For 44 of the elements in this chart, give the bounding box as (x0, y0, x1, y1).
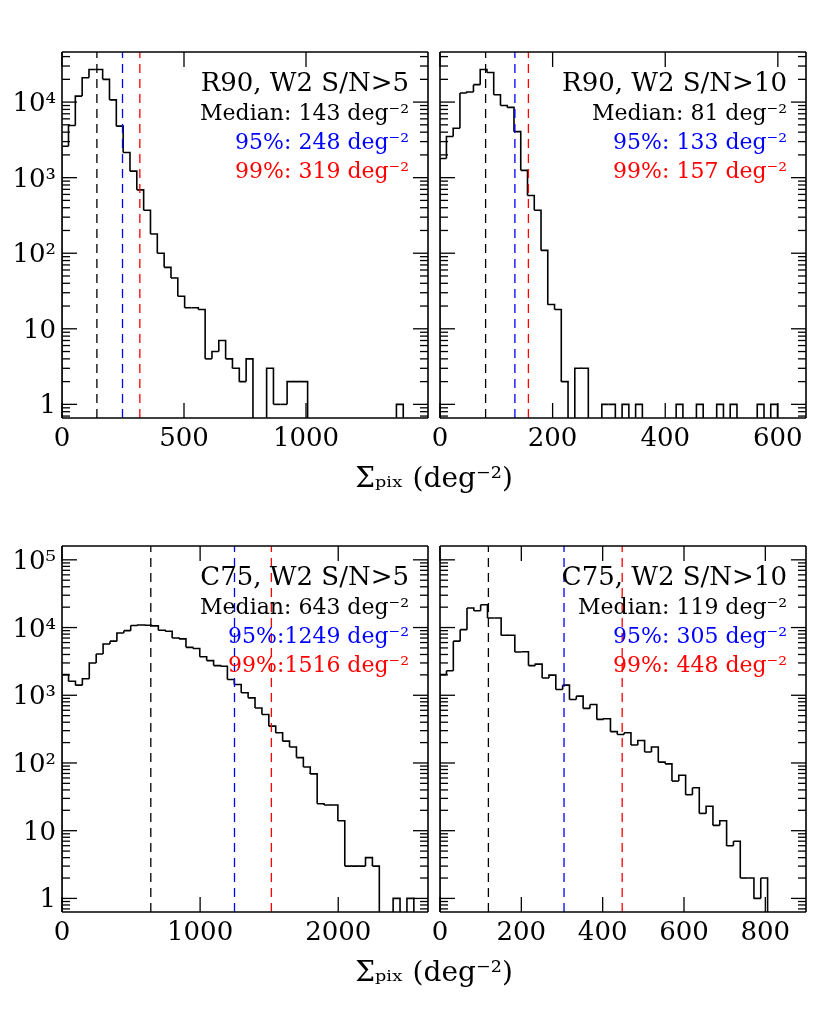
y-tick-label: 10³ (12, 162, 56, 193)
x-tick-label: 1000 (272, 422, 340, 453)
x-tick-label: 1000 (167, 916, 234, 947)
x-tick-label: 400 (577, 916, 628, 947)
x-tick-label: 200 (496, 916, 547, 947)
y-tick-label: 10² (12, 238, 56, 269)
x-tick-label: 600 (753, 422, 803, 453)
y-tick-label: 1 (39, 389, 56, 420)
y-tick-label: 10⁵ (12, 544, 56, 575)
x-axis-title: Σₚᵢₓ (deg⁻²) (355, 460, 513, 496)
ref-line-label: Median: 643 deg⁻² (200, 593, 409, 621)
y-tick-label: 10 (22, 313, 56, 344)
y-tick-label: 1 (39, 883, 56, 914)
x-tick-label: 600 (659, 916, 709, 947)
x-tick-label: 0 (53, 422, 71, 453)
x-tick-label: 2000 (305, 916, 372, 947)
ref-line-label: 99%:1516 deg⁻² (227, 651, 409, 679)
x-tick-label: 200 (527, 422, 578, 453)
ref-line-label: 95%: 305 deg⁻² (612, 622, 787, 650)
text: C75, W2 S/N>5 (200, 560, 409, 592)
x-tick-label: 0 (431, 916, 449, 947)
y-tick-label: 10³ (12, 680, 56, 711)
ref-line-label: 99%: 157 deg⁻² (612, 157, 787, 185)
y-tick-label: 10⁴ (12, 87, 56, 118)
ref-line-label: 99%: 319 deg⁻² (234, 157, 409, 185)
x-tick-label: 800 (740, 916, 791, 947)
ref-line-label: 95%: 133 deg⁻² (612, 128, 787, 156)
ref-line-label: 99%: 448 deg⁻² (612, 651, 787, 679)
text: R90, W2 S/N>10 (562, 66, 787, 98)
x-tick-label: 500 (159, 422, 209, 453)
y-tick-label: 10⁴ (12, 612, 56, 643)
ref-line-label: Median: 119 deg⁻² (577, 593, 787, 621)
text: C75, W2 S/N>10 (561, 560, 787, 592)
y-tick-label: 10 (22, 815, 56, 846)
x-axis-title: Σₚᵢₓ (deg⁻²) (355, 954, 513, 990)
x-tick-label: 0 (53, 916, 71, 947)
x-tick-label: 400 (640, 422, 691, 453)
y-tick-label: 10² (12, 747, 56, 778)
ref-line-label: 95%:1249 deg⁻² (227, 622, 409, 650)
x-tick-label: 0 (431, 422, 449, 453)
ref-line-label: 95%: 248 deg⁻² (234, 128, 409, 156)
ref-line-label: Median: 143 deg⁻² (200, 99, 409, 127)
text: R90, W2 S/N>5 (200, 66, 409, 98)
ref-line-label: Median: 81 deg⁻² (591, 99, 787, 127)
